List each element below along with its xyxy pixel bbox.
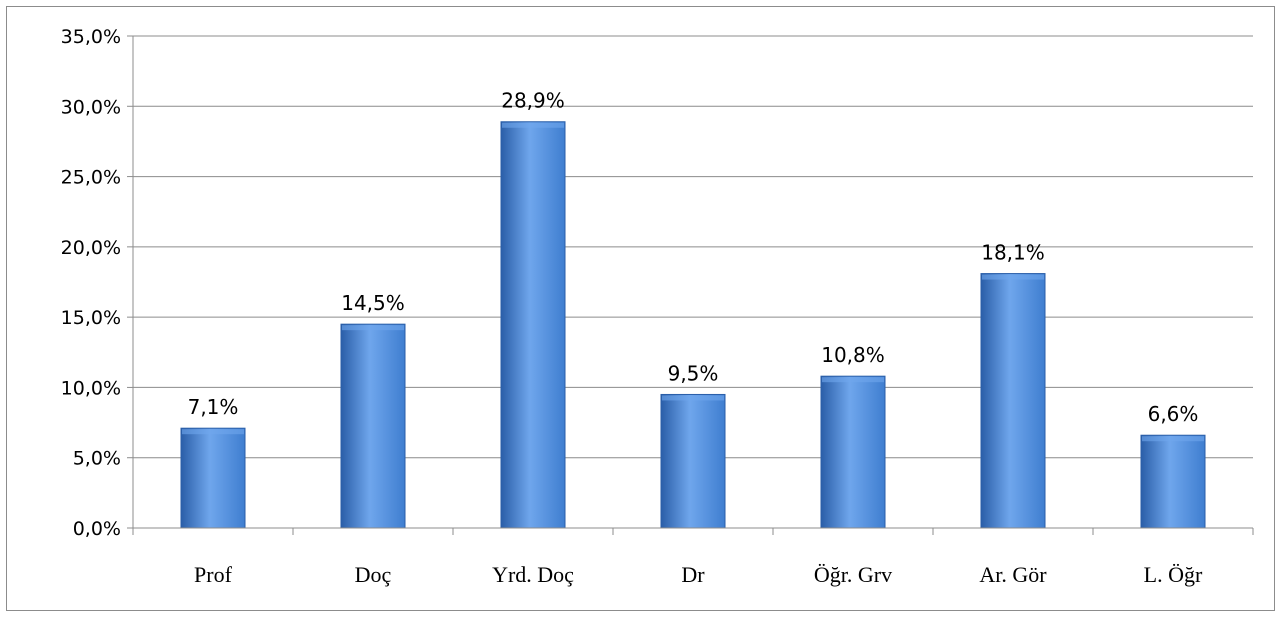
bar-cap bbox=[342, 325, 404, 331]
bar-cap bbox=[982, 274, 1044, 280]
y-tick-label: 5,0% bbox=[73, 448, 121, 470]
bar-cap bbox=[822, 377, 884, 383]
gridlines bbox=[133, 35, 1253, 459]
data-label: 28,9% bbox=[501, 89, 565, 113]
bar-cap bbox=[662, 395, 724, 401]
y-tick-label: 10,0% bbox=[61, 377, 121, 399]
x-tick-label: L. Öğr bbox=[1144, 562, 1203, 587]
y-tick-label: 20,0% bbox=[61, 237, 121, 259]
x-tick-label: Öğr. Grv bbox=[814, 562, 892, 587]
y-tick-label: 25,0% bbox=[61, 167, 121, 189]
x-tick-label: Dr bbox=[681, 562, 705, 587]
y-tick-label: 35,0% bbox=[61, 26, 121, 48]
x-tick-label: Prof bbox=[194, 562, 233, 587]
x-tick-label: Yrd. Doç bbox=[492, 562, 574, 587]
data-label: 6,6% bbox=[1148, 402, 1199, 426]
data-label: 18,1% bbox=[981, 241, 1045, 265]
data-label: 10,8% bbox=[821, 343, 885, 367]
y-tick-label: 0,0% bbox=[73, 518, 121, 540]
bar-cap bbox=[502, 122, 564, 128]
axes: 0,0% 5,0% 10,0% 15,0% 20,0% 25,0% 30,0% 35,0% bbox=[61, 26, 1254, 540]
bar bbox=[660, 393, 726, 529]
x-tick-label: Ar. Gör bbox=[979, 562, 1047, 587]
bar-cap bbox=[1142, 436, 1204, 442]
y-tick-label: 15,0% bbox=[61, 307, 121, 329]
bars bbox=[180, 121, 1206, 529]
bar-cap bbox=[182, 429, 244, 435]
y-tick-label: 30,0% bbox=[61, 96, 121, 118]
bar bbox=[500, 121, 566, 529]
bar bbox=[820, 375, 886, 529]
data-label: 9,5% bbox=[668, 361, 719, 385]
bar bbox=[180, 427, 246, 529]
bar bbox=[1140, 434, 1206, 529]
x-tick-label: Doç bbox=[355, 562, 392, 587]
data-label: 14,5% bbox=[341, 291, 405, 315]
bar bbox=[980, 273, 1046, 529]
labels: 7,1% Prof 14,5% Doç 28,9% Yrd. Doç 9,5% Dr 10,8%… bbox=[188, 89, 1203, 587]
bar bbox=[340, 323, 406, 529]
data-label: 7,1% bbox=[188, 395, 239, 419]
